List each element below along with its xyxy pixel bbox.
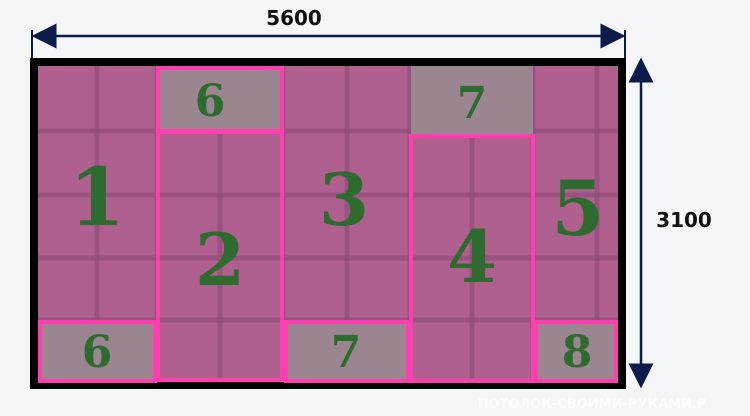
panel-number: 6 <box>82 327 113 378</box>
panel-5: 5 <box>552 164 605 253</box>
panel-6: 6 <box>38 320 157 383</box>
panel-2: 2 <box>156 130 284 382</box>
panel-outline <box>38 320 157 383</box>
panel-number: 4 <box>447 214 497 299</box>
panel-8: 8 <box>534 320 618 383</box>
panel-outline <box>409 134 535 383</box>
panels: 1 6 23 7 45 6 7 8 <box>38 66 618 383</box>
panel-7: 7 <box>284 320 410 383</box>
panel-1: 1 <box>69 150 125 244</box>
panel-fill <box>286 322 408 381</box>
width-label: 5600 <box>266 6 322 30</box>
panel-fill <box>536 322 616 381</box>
panel-number: 5 <box>552 164 605 253</box>
panel-number: 3 <box>319 157 369 242</box>
panel-number: 1 <box>69 150 125 244</box>
panel-fill <box>158 68 282 131</box>
watermark: ПОТОЛОК-СВОИМИ-РУКАМИ.Р <box>478 397 707 412</box>
panel-number: 2 <box>195 217 245 302</box>
panel-outline <box>156 130 284 382</box>
panel-4: 4 <box>409 134 535 383</box>
panel-6: 6 <box>156 66 284 133</box>
panel-number: 6 <box>195 76 226 127</box>
panel-number: 7 <box>331 327 362 378</box>
panel-number: 8 <box>562 327 593 378</box>
panel-outline <box>534 320 618 383</box>
panel-7: 7 <box>411 66 533 134</box>
panel-fill <box>411 66 533 134</box>
panel-outline <box>284 320 410 383</box>
height-label: 3100 <box>656 208 712 232</box>
panel-number: 7 <box>457 78 488 129</box>
panel-fill <box>40 322 155 381</box>
panel-3: 3 <box>319 157 369 242</box>
